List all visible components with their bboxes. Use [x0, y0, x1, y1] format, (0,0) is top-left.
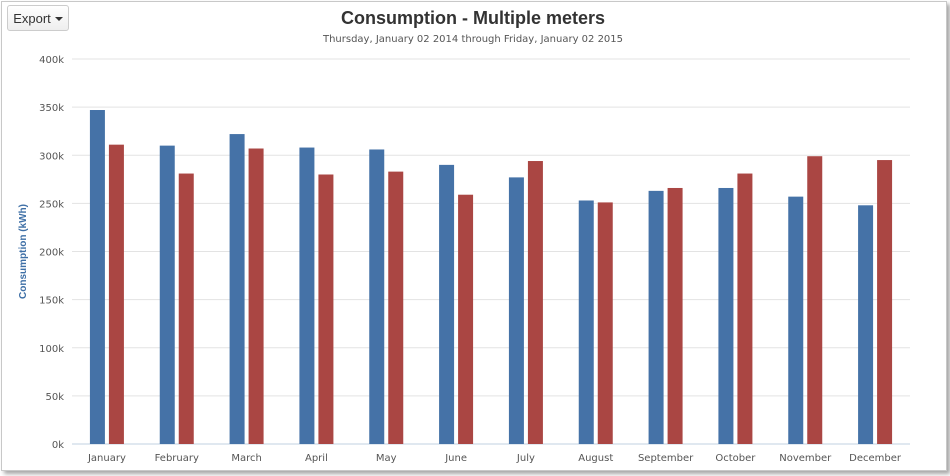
- bar-series-2: [877, 160, 893, 444]
- x-tick-label: April: [305, 453, 328, 464]
- x-tick-label: June: [444, 453, 467, 464]
- bar-series-1: [858, 205, 874, 444]
- export-button-label: Export: [13, 10, 51, 26]
- bar-series-2: [248, 148, 264, 444]
- bar-series-2: [597, 202, 613, 444]
- x-tick-label: October: [715, 453, 756, 464]
- y-tick-label: 250k: [39, 199, 64, 210]
- bar-series-1: [89, 110, 105, 444]
- x-tick-label: December: [849, 453, 902, 464]
- x-tick-label: February: [155, 453, 199, 464]
- x-tick-label: September: [638, 453, 694, 464]
- bar-series-2: [458, 194, 474, 444]
- bar-series-1: [159, 145, 175, 444]
- bar-series-2: [527, 161, 543, 444]
- bar-series-2: [108, 144, 124, 444]
- x-tick-label: November: [779, 453, 832, 464]
- bar-series-1: [718, 187, 734, 444]
- bar-series-1: [229, 134, 245, 444]
- bar-series-1: [508, 177, 524, 444]
- bar-series-1: [299, 147, 315, 445]
- bar-series-1: [439, 164, 455, 444]
- y-tick-label: 150k: [39, 296, 64, 307]
- bar-series-2: [388, 171, 404, 445]
- y-tick-label: 100k: [39, 344, 64, 355]
- x-tick-label: May: [376, 453, 397, 464]
- bar-series-1: [788, 196, 804, 444]
- bar-series-2: [737, 173, 753, 444]
- y-tick-label: 0k: [52, 440, 64, 451]
- x-tick-label: March: [231, 453, 261, 464]
- y-tick-label: 400k: [39, 55, 64, 66]
- bar-series-2: [178, 173, 194, 444]
- bar-series-2: [807, 156, 823, 444]
- bar-series-2: [667, 187, 683, 444]
- bar-series-1: [648, 190, 664, 444]
- x-tick-label: August: [578, 453, 613, 464]
- x-tick-label: January: [87, 453, 126, 464]
- bar-series-1: [369, 149, 385, 444]
- y-tick-label: 300k: [39, 151, 64, 162]
- bar-series-2: [318, 174, 334, 444]
- bar-series-1: [578, 200, 594, 444]
- y-tick-label: 50k: [45, 392, 64, 403]
- export-button[interactable]: Export: [7, 5, 69, 31]
- chart-subtitle: Thursday, January 02 2014 through Friday…: [322, 34, 624, 45]
- y-tick-label: 200k: [39, 248, 64, 259]
- y-tick-label: 350k: [39, 103, 64, 114]
- chevron-down-icon: [54, 16, 63, 21]
- chart-title: Consumption - Multiple meters: [340, 8, 605, 28]
- y-axis-title: Consumption (kWh): [18, 204, 29, 299]
- x-tick-label: July: [516, 453, 535, 464]
